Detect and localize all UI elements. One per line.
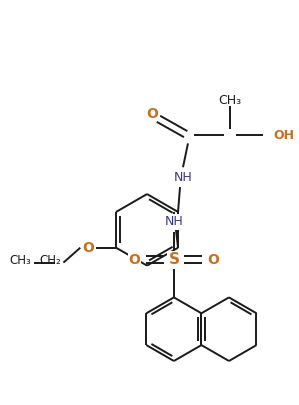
- Text: OH: OH: [273, 129, 295, 142]
- Text: O: O: [208, 253, 219, 266]
- Text: S: S: [168, 252, 179, 267]
- Text: CH₂: CH₂: [40, 254, 61, 266]
- Text: CH₃: CH₃: [10, 254, 32, 266]
- Text: NH: NH: [174, 171, 192, 183]
- Text: CH₃: CH₃: [218, 94, 241, 107]
- Text: NH: NH: [164, 215, 183, 228]
- Text: O: O: [146, 107, 158, 121]
- Text: O: O: [82, 241, 94, 255]
- Text: O: O: [128, 253, 140, 266]
